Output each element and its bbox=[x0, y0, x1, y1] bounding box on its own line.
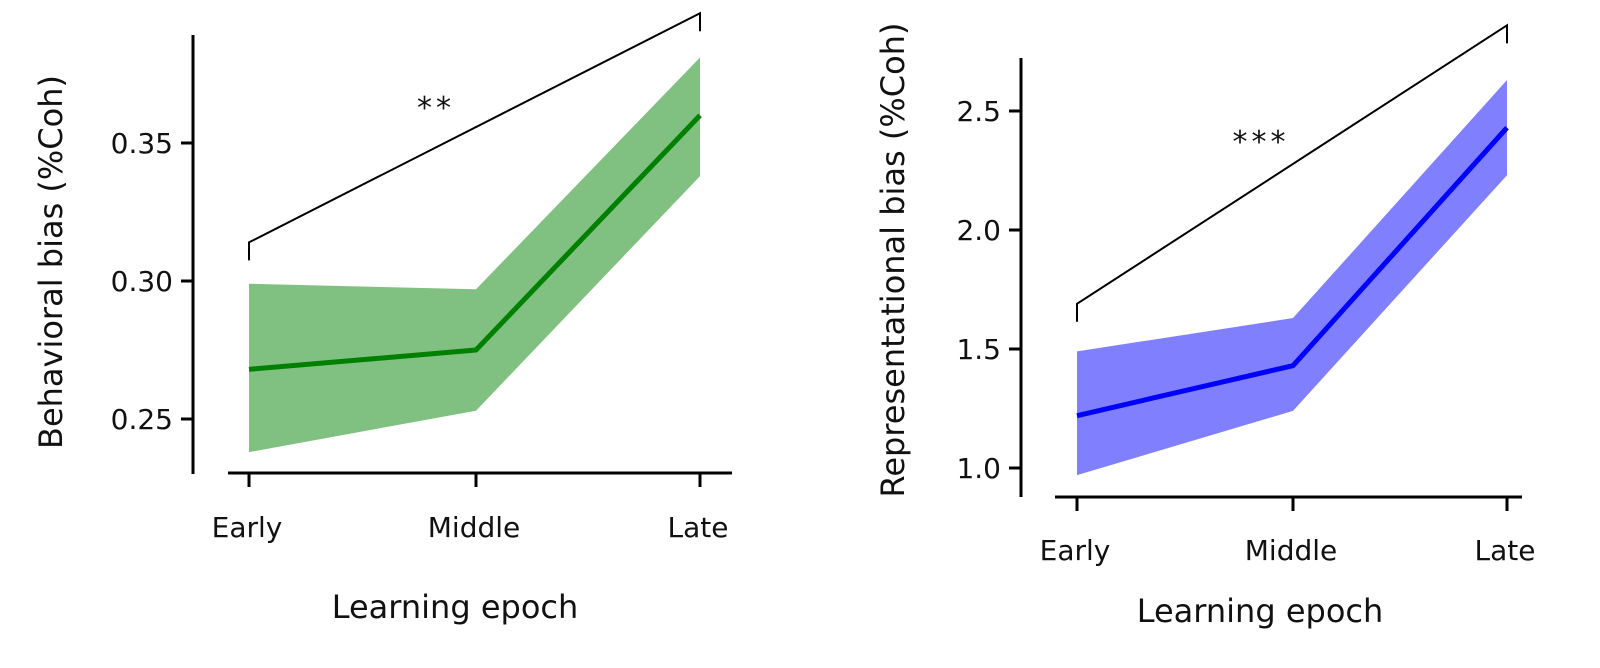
x-tick-label: Middle bbox=[1245, 534, 1338, 567]
significance-bracket bbox=[248, 11, 701, 261]
representational-bias-panel: 1.0 1.5 2.0 2.5 Early Middle Late *** Represe… bbox=[874, 23, 1535, 630]
mean-line bbox=[1076, 125, 1509, 419]
y-axis-title: Representational bias (%Coh) bbox=[874, 23, 912, 498]
behavioral-bias-panel: 0.25 0.30 0.35 Early Middle Late ** Behavior… bbox=[32, 11, 732, 626]
x-tick-label: Late bbox=[1475, 534, 1536, 567]
x-axis-title: Learning epoch bbox=[1137, 592, 1384, 630]
mean-line bbox=[248, 113, 702, 372]
x-tick-label: Middle bbox=[428, 511, 521, 544]
y-tick-label: 0.30 bbox=[111, 265, 173, 298]
y-tick-label: 1.5 bbox=[956, 333, 1001, 366]
x-tick-label: Early bbox=[1040, 534, 1111, 567]
significance-label: ** bbox=[417, 91, 455, 126]
error-band bbox=[1077, 80, 1507, 476]
x-axis-title: Learning epoch bbox=[332, 588, 579, 626]
y-axis-title: Behavioral bias (%Coh) bbox=[32, 75, 70, 449]
y-tick-label: 0.25 bbox=[111, 403, 173, 436]
x-tick-label: Late bbox=[668, 511, 729, 544]
error-band bbox=[249, 57, 700, 453]
x-tick-label: Early bbox=[212, 511, 283, 544]
significance-bracket bbox=[1076, 23, 1508, 322]
y-tick-label: 2.0 bbox=[956, 214, 1001, 247]
y-tick-label: 1.0 bbox=[956, 452, 1001, 485]
significance-label: *** bbox=[1233, 125, 1290, 160]
y-tick-label: 2.5 bbox=[956, 95, 1001, 128]
y-tick-label: 0.35 bbox=[111, 127, 173, 160]
